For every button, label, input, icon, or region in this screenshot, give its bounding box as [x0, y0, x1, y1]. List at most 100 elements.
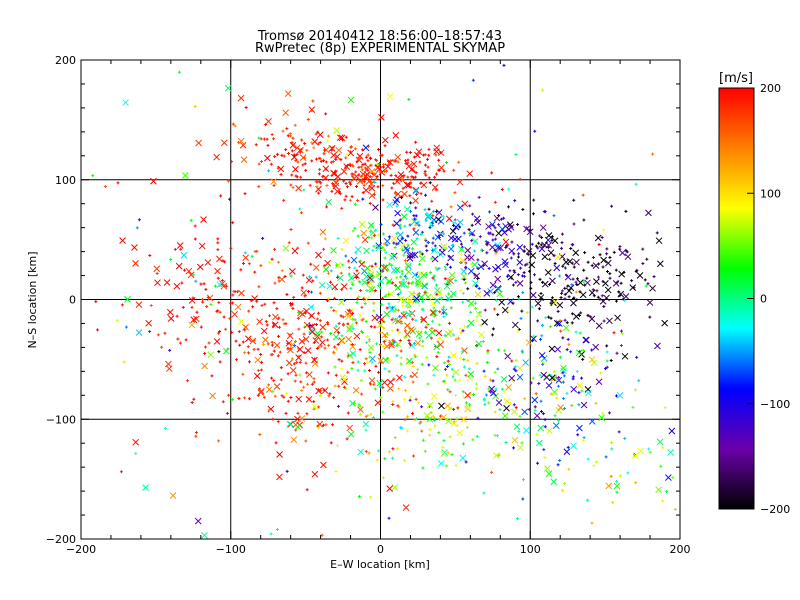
- data-point-plus: [618, 245, 622, 249]
- data-point-plus: [237, 330, 241, 334]
- data-point-x: [349, 343, 357, 351]
- data-point-plus: [349, 182, 353, 186]
- x-tick-label: 0: [377, 543, 384, 556]
- data-point-x: [403, 247, 411, 254]
- data-point-x: [180, 251, 188, 259]
- data-point-plus: [409, 201, 413, 205]
- data-point-x: [510, 408, 518, 416]
- data-point-plus: [566, 445, 570, 449]
- data-point-x: [383, 237, 391, 245]
- data-point-plus: [272, 183, 276, 187]
- data-point-plus: [513, 270, 517, 274]
- data-point-plus: [560, 289, 564, 293]
- data-point-plus: [155, 271, 159, 275]
- data-point-x: [540, 371, 548, 379]
- data-point-plus: [592, 294, 596, 298]
- data-point-plus: [403, 274, 407, 278]
- data-point-x: [447, 277, 454, 285]
- data-point-plus: [322, 247, 326, 251]
- data-point-x: [330, 151, 337, 159]
- data-point-plus: [411, 317, 415, 321]
- data-point-x: [359, 170, 367, 178]
- data-point-plus: [414, 417, 418, 421]
- data-point-plus: [516, 517, 520, 521]
- data-point-plus: [387, 235, 391, 239]
- data-point-plus: [470, 239, 474, 243]
- data-point-plus: [337, 265, 341, 269]
- colorbar: [718, 87, 755, 510]
- data-point-plus: [419, 251, 423, 255]
- data-point-x: [540, 355, 548, 362]
- data-point-plus: [483, 402, 487, 406]
- data-point-plus: [528, 228, 532, 232]
- data-point-plus: [476, 277, 480, 281]
- data-point-plus: [301, 163, 305, 167]
- data-point-x: [575, 349, 583, 356]
- data-point-plus: [514, 280, 518, 284]
- data-point-plus: [230, 330, 234, 334]
- data-point-plus: [647, 447, 651, 451]
- data-point-x: [534, 300, 542, 307]
- data-point-plus: [432, 209, 436, 213]
- data-point-plus: [549, 316, 553, 320]
- data-point-plus: [488, 210, 492, 214]
- data-point-plus: [563, 297, 567, 301]
- data-point-plus: [354, 275, 358, 279]
- data-point-plus: [561, 380, 565, 384]
- data-point-plus: [437, 323, 441, 327]
- data-point-plus: [374, 264, 378, 268]
- data-point-plus: [548, 282, 552, 286]
- data-point-plus: [303, 142, 307, 146]
- data-point-plus: [267, 314, 271, 318]
- data-point-plus: [369, 325, 373, 329]
- data-point-x: [188, 297, 196, 304]
- data-point-plus: [529, 280, 533, 284]
- data-point-plus: [291, 306, 295, 310]
- data-point-x: [548, 374, 556, 382]
- data-point-plus: [267, 408, 271, 412]
- data-point-plus: [304, 311, 308, 315]
- data-point-plus: [386, 332, 390, 336]
- data-point-plus: [378, 331, 382, 335]
- data-point-plus: [655, 231, 659, 235]
- data-point-plus: [228, 197, 232, 201]
- data-point-x: [238, 289, 245, 297]
- data-point-plus: [487, 401, 491, 405]
- data-point-x: [264, 154, 271, 162]
- data-point-plus: [364, 450, 368, 454]
- data-point-x: [538, 245, 546, 253]
- data-point-x: [346, 352, 354, 359]
- data-point-x: [237, 94, 245, 102]
- data-point-x: [237, 137, 245, 145]
- data-point-plus: [407, 98, 411, 102]
- data-point-plus: [486, 351, 490, 355]
- data-point-plus: [423, 291, 427, 295]
- data-point-x: [340, 283, 348, 290]
- data-point-plus: [201, 300, 205, 304]
- data-point-x: [334, 261, 342, 269]
- data-point-plus: [342, 179, 346, 183]
- data-point-plus: [360, 329, 364, 333]
- data-point-plus: [623, 299, 627, 303]
- data-point-plus: [398, 226, 402, 230]
- data-point-x: [332, 333, 340, 341]
- data-point-plus: [432, 306, 436, 310]
- data-point-plus: [540, 297, 544, 301]
- data-point-plus: [644, 284, 648, 288]
- data-point-plus: [596, 295, 600, 299]
- data-point-plus: [336, 404, 340, 408]
- data-point-plus: [511, 301, 515, 305]
- data-point-plus: [552, 214, 556, 218]
- data-point-x: [311, 470, 319, 478]
- data-point-plus: [148, 330, 152, 334]
- data-point-plus: [547, 315, 551, 319]
- data-point-plus: [431, 276, 435, 280]
- data-point-plus: [262, 137, 266, 141]
- data-point-plus: [420, 405, 424, 409]
- data-point-x: [494, 244, 502, 252]
- data-point-plus: [583, 283, 587, 287]
- data-point-x: [560, 364, 567, 372]
- data-point-plus: [242, 396, 246, 400]
- data-point-x: [592, 343, 600, 351]
- data-point-plus: [482, 369, 486, 373]
